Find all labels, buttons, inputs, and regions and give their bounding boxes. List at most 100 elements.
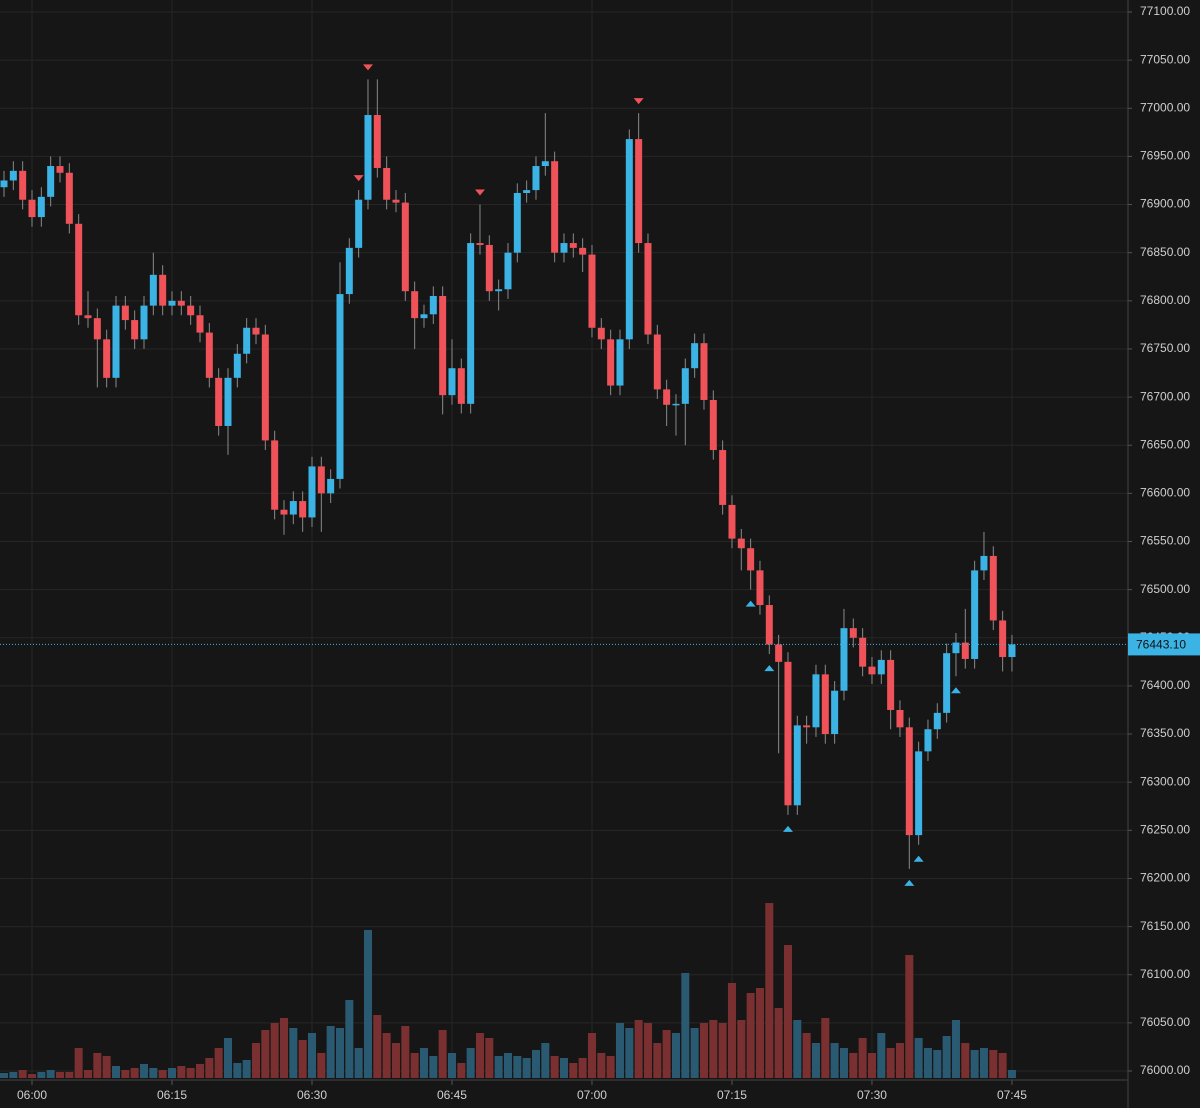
candle-body [177, 300, 185, 306]
candle-body [28, 199, 36, 218]
candle-body [924, 729, 932, 752]
candle-body [980, 555, 988, 571]
last-price-label: 76443.10 [1136, 638, 1186, 652]
candle-body [289, 501, 297, 515]
volume-bar [298, 1040, 307, 1078]
volume-bar [37, 1072, 46, 1078]
volume-bar [242, 1060, 251, 1078]
candle-body [37, 196, 45, 218]
volume-bar [18, 1070, 27, 1078]
y-tick-label: 76900.00 [1140, 197, 1190, 211]
candle-body [812, 674, 820, 728]
candle-body [541, 161, 549, 167]
volume-bar [419, 1048, 428, 1078]
candle-body [523, 190, 531, 193]
volume-bar [223, 1038, 232, 1078]
signal-up [782, 825, 793, 832]
volume-bar [289, 1028, 298, 1078]
y-tick-label: 76000.00 [1140, 1063, 1190, 1077]
volume-bar [755, 988, 764, 1078]
candle-body [672, 403, 680, 406]
candle-body [280, 509, 288, 515]
volume-bar [727, 983, 736, 1078]
candle-body [933, 712, 941, 730]
volume-bar [139, 1064, 148, 1078]
volume-bar [905, 955, 914, 1078]
candle-body [915, 751, 923, 836]
volume-bar [858, 1038, 867, 1078]
volume-bar [326, 1026, 335, 1078]
volume-bar [811, 1043, 820, 1078]
candle-body [47, 166, 55, 197]
volume-bar [317, 1053, 326, 1078]
candle-body [345, 247, 353, 295]
volume-bar [503, 1053, 512, 1078]
volume-bar [186, 1068, 195, 1078]
y-tick-label: 76050.00 [1140, 1015, 1190, 1029]
volume-bar [485, 1038, 494, 1078]
volume-bar [923, 1048, 932, 1078]
candle-body [905, 727, 913, 836]
volume-bar [279, 1018, 288, 1078]
volume-bar [354, 1048, 363, 1078]
volume-bar [587, 1033, 596, 1078]
candle-body [65, 172, 73, 224]
volume-bar [709, 1020, 718, 1078]
volume-bar [345, 1000, 354, 1078]
candle-body [149, 274, 157, 306]
signal-up [764, 665, 775, 672]
candle-body [513, 192, 521, 253]
volume-bar [643, 1023, 652, 1078]
candle-body [943, 653, 951, 713]
candle-body [420, 314, 428, 319]
volume-bar [121, 1070, 130, 1078]
candle-body [75, 223, 83, 316]
y-tick-label: 76600.00 [1140, 486, 1190, 500]
candle-body [691, 343, 699, 369]
candle-body [327, 478, 335, 494]
candle-body [971, 570, 979, 659]
candle-body [19, 170, 27, 200]
candle-body [756, 570, 764, 606]
volume-bar [690, 1028, 699, 1078]
candle-body [644, 243, 652, 335]
candle-body [775, 644, 783, 662]
volume-bar [522, 1058, 531, 1078]
candle-body [653, 334, 661, 390]
volume-bar [251, 1043, 260, 1078]
x-tick-label: 06:15 [157, 1088, 187, 1102]
y-tick-label: 76950.00 [1140, 149, 1190, 163]
volume-bar [821, 1018, 830, 1078]
x-tick-label: 06:00 [17, 1088, 47, 1102]
volume-bar [802, 1033, 811, 1078]
y-tick-label: 76250.00 [1140, 822, 1190, 836]
volume-bar [998, 1053, 1007, 1078]
volume-bar [886, 1048, 895, 1078]
volume-bar [74, 1048, 83, 1078]
volume-bar [27, 1074, 36, 1078]
candle-body [205, 332, 213, 378]
volume-bar [774, 1008, 783, 1078]
volume-bar [653, 1043, 662, 1078]
y-tick-label: 76850.00 [1140, 245, 1190, 259]
volume-bar [765, 903, 774, 1078]
candle-body [681, 368, 689, 404]
volume-bar [158, 1070, 167, 1078]
volume-bar [877, 1033, 886, 1078]
candle-body [131, 320, 139, 340]
signal-down [362, 64, 373, 71]
volume-bar [951, 1020, 960, 1078]
volume-bar [177, 1066, 186, 1078]
volume-bar [214, 1048, 223, 1078]
candle-body [663, 389, 671, 405]
candle-body [793, 725, 801, 806]
y-tick-label: 76100.00 [1140, 967, 1190, 981]
volume-bar [699, 1023, 708, 1078]
volume-bar [55, 1072, 64, 1078]
candle-body [952, 642, 960, 654]
candle-body [579, 247, 587, 255]
y-tick-label: 76500.00 [1140, 582, 1190, 596]
candle-body [121, 305, 129, 321]
